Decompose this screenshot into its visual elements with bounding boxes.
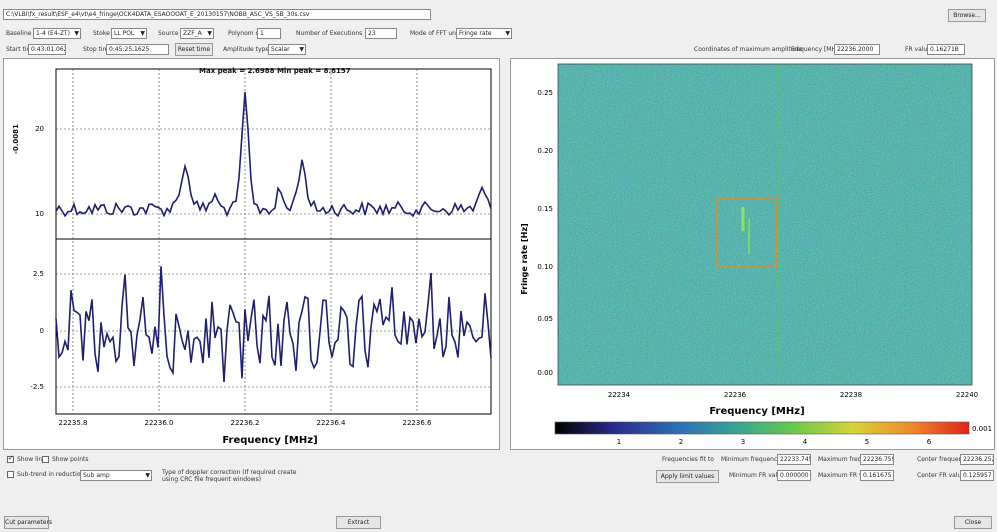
fringe-heatmap-noise xyxy=(558,64,972,385)
cb-tick-1: 1 xyxy=(617,438,621,446)
show-points-checkbox[interactable] xyxy=(42,456,49,463)
max-freq-input[interactable]: 22236.759 xyxy=(860,454,894,465)
fft-mode-label: Mode of FFT units xyxy=(410,30,464,37)
baseline-label: Baseline xyxy=(6,30,32,37)
apply-limits-button[interactable]: Apply limit values xyxy=(656,470,719,483)
fft-mode-select[interactable]: Fringe rate xyxy=(456,28,512,39)
lower-ytick-0: 0 xyxy=(40,327,44,335)
frequency-label: Frequency [MHz] xyxy=(791,46,842,53)
poly-order-input[interactable]: 1 xyxy=(257,28,281,39)
frequency-value-field[interactable]: 22236.2000 xyxy=(834,44,880,55)
amplitude-type-select[interactable]: Scalar xyxy=(268,44,306,55)
max-fr-input[interactable]: 0.161675 xyxy=(860,470,894,481)
spectrum-plot: Max peak = 2.6988 Min peak = 8.8157 -0.0… xyxy=(12,67,492,446)
close-button[interactable]: Close xyxy=(954,516,992,529)
cb-tick-4: 4 xyxy=(803,438,808,446)
fr-value-label: FR value xyxy=(905,46,931,53)
xt-22234: 22234 xyxy=(608,391,631,399)
file-path-field[interactable]: C:\VLBI\fx_result\ESF_e4\vt\e4_fringe\OC… xyxy=(3,9,431,20)
amplitude-type-label: Amplitude type xyxy=(223,46,270,53)
fringe-selection-box[interactable] xyxy=(716,198,777,267)
max-fr-label: Maximum FR value xyxy=(818,472,876,479)
cut-parameters-button[interactable]: Cut parameters xyxy=(4,516,52,529)
lower-ytick-minus2.5: -2.5 xyxy=(30,383,44,391)
doppler-note: Type of doppler correction (If required … xyxy=(162,469,297,483)
center-freq-label: Center frequency xyxy=(917,456,970,463)
fringe-xlabel: Frequency [MHz] xyxy=(709,406,804,417)
yt-0.00: 0.00 xyxy=(537,369,553,377)
xt-22240: 22240 xyxy=(956,391,978,399)
num-executions-label: Number of Executions xyxy=(296,30,363,37)
colorbar xyxy=(554,421,970,435)
show-lines-checkbox[interactable] xyxy=(7,454,14,463)
yt-0.15: 0.15 xyxy=(537,205,553,213)
center-fr-input[interactable]: 0.125957 xyxy=(960,470,994,481)
browse-button[interactable]: Browse... xyxy=(948,9,986,22)
cb-max-label: 0.001 xyxy=(972,425,992,433)
xtick-22236.4: 22236.4 xyxy=(317,419,346,427)
freq-fit-label: Frequencies fit to xyxy=(662,456,714,463)
cb-tick-6: 6 xyxy=(927,438,932,446)
xtick-22236.2: 22236.2 xyxy=(231,419,260,427)
xtick-22236.6: 22236.6 xyxy=(403,419,432,427)
poly-order-label: Polynom order xyxy=(228,30,272,37)
source-label: Source xyxy=(158,30,179,37)
sub-trend-checkbox[interactable] xyxy=(7,471,14,478)
sub-trend-label: Sub-trend in reduction xyxy=(17,471,85,478)
upper-ytick-10: 10 xyxy=(35,210,44,218)
fr-value-field[interactable]: 0.16271B xyxy=(927,44,965,55)
center-fr-label: Center FR value xyxy=(917,472,966,479)
min-freq-input[interactable]: 22233.745 xyxy=(777,454,811,465)
min-freq-label: Minimum frequency xyxy=(721,456,781,463)
cb-tick-5: 5 xyxy=(865,438,869,446)
cb-tick-3: 3 xyxy=(741,438,745,446)
stokes-select[interactable]: LL POL xyxy=(111,28,147,39)
yt-0.10: 0.10 xyxy=(537,263,553,271)
baseline-select[interactable]: 1-4 (E4-ZT) xyxy=(33,28,81,39)
spectrum-xlabel: Frequency [MHz] xyxy=(222,435,317,446)
upper-ylabel: -0.0081 xyxy=(12,124,20,154)
min-fr-input[interactable]: 0.000000 xyxy=(777,470,811,481)
spectrum-plot-panel: Max peak = 2.6988 Min peak = 8.8157 -0.0… xyxy=(3,58,500,450)
upper-subplot-frame xyxy=(55,68,492,240)
yt-0.25: 0.25 xyxy=(537,89,553,97)
fringe-map-frame xyxy=(557,63,973,386)
fringe-map-plot: 0.25 0.20 0.15 0.10 0.05 0.00 Fringe rat… xyxy=(520,63,992,446)
show-points-label: Show points xyxy=(52,456,89,463)
amplitude-line xyxy=(55,92,492,218)
fringe-map-panel: 0.25 0.20 0.15 0.10 0.05 0.00 Fringe rat… xyxy=(510,58,995,450)
xt-22236: 22236 xyxy=(724,391,747,399)
xtick-22236.0: 22236.0 xyxy=(145,419,174,427)
yt-0.20: 0.20 xyxy=(537,147,553,155)
stop-time-label: Stop time xyxy=(83,46,113,53)
stokes-label: Stoke xyxy=(93,30,110,37)
xt-22238: 22238 xyxy=(840,391,862,399)
source-select[interactable]: ZZF_A xyxy=(180,28,214,39)
fringe-ylabel: Fringe rate [Hz] xyxy=(520,223,529,294)
cb-tick-2: 2 xyxy=(679,438,683,446)
stop-time-input[interactable]: 0:45:25.1625 xyxy=(106,44,169,55)
min-fr-label: Minimum FR value xyxy=(729,472,785,479)
upper-ytick-20: 20 xyxy=(35,125,44,133)
num-executions-input[interactable]: 23 xyxy=(365,28,397,39)
max-freq-label: Maximum frequency xyxy=(818,456,880,463)
start-time-label: Start time xyxy=(6,46,37,53)
coordinates-label: Coordinates of maximum amplitude xyxy=(694,46,803,53)
lower-ytick-2.5: 2.5 xyxy=(33,270,44,278)
xtick-22235.8: 22235.8 xyxy=(59,419,88,427)
center-freq-input[interactable]: 22236.252 xyxy=(960,454,994,465)
start-time-input[interactable]: 0:43:01.0625 xyxy=(28,44,66,55)
reset-time-button[interactable]: Reset time xyxy=(175,43,213,56)
sub-trend-select[interactable]: Sub amp xyxy=(80,470,152,481)
phase-line xyxy=(55,266,492,382)
show-lines-label: Show lines xyxy=(17,456,50,463)
yt-0.05: 0.05 xyxy=(537,315,553,323)
extract-button[interactable]: Extract xyxy=(336,516,381,529)
peak-annotation: Max peak = 2.6988 Min peak = 8.8157 xyxy=(199,67,351,75)
